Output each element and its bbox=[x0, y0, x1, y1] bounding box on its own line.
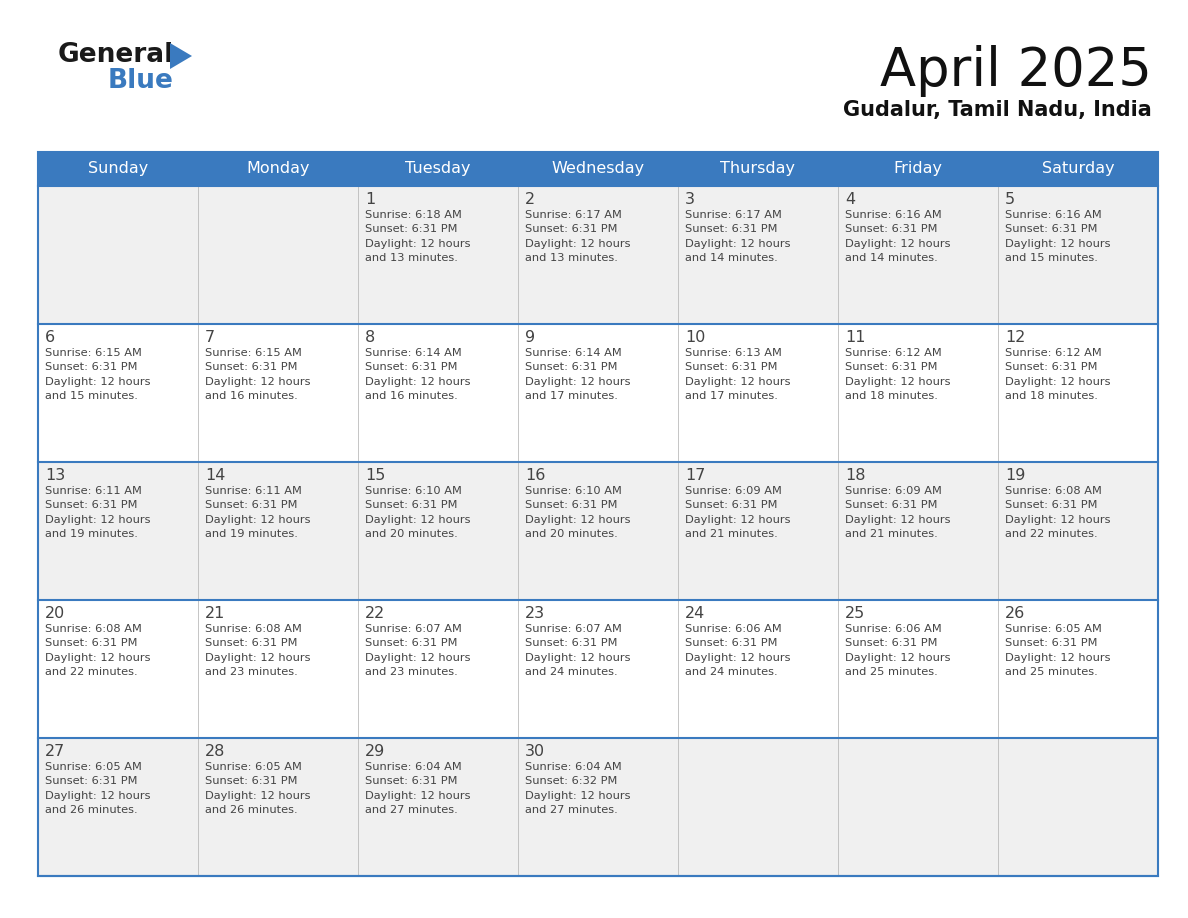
Text: 24: 24 bbox=[685, 606, 706, 621]
Bar bbox=[38, 324, 1158, 462]
Text: General: General bbox=[58, 42, 175, 68]
Text: 27: 27 bbox=[45, 744, 65, 759]
Text: 2: 2 bbox=[525, 192, 535, 207]
Text: April 2025: April 2025 bbox=[880, 45, 1152, 97]
Text: Sunrise: 6:15 AM
Sunset: 6:31 PM
Daylight: 12 hours
and 15 minutes.: Sunrise: 6:15 AM Sunset: 6:31 PM Dayligh… bbox=[45, 348, 151, 401]
Text: 23: 23 bbox=[525, 606, 545, 621]
Text: 7: 7 bbox=[206, 330, 215, 345]
Text: Sunrise: 6:04 AM
Sunset: 6:32 PM
Daylight: 12 hours
and 27 minutes.: Sunrise: 6:04 AM Sunset: 6:32 PM Dayligh… bbox=[525, 762, 631, 815]
Text: Sunrise: 6:09 AM
Sunset: 6:31 PM
Daylight: 12 hours
and 21 minutes.: Sunrise: 6:09 AM Sunset: 6:31 PM Dayligh… bbox=[845, 486, 950, 539]
Text: Thursday: Thursday bbox=[720, 162, 796, 176]
Text: 29: 29 bbox=[365, 744, 385, 759]
Text: 14: 14 bbox=[206, 468, 226, 483]
Text: Monday: Monday bbox=[246, 162, 310, 176]
Text: 30: 30 bbox=[525, 744, 545, 759]
Bar bbox=[38, 600, 1158, 738]
Text: Sunrise: 6:04 AM
Sunset: 6:31 PM
Daylight: 12 hours
and 27 minutes.: Sunrise: 6:04 AM Sunset: 6:31 PM Dayligh… bbox=[365, 762, 470, 815]
Text: 10: 10 bbox=[685, 330, 706, 345]
Text: 4: 4 bbox=[845, 192, 855, 207]
Text: Sunrise: 6:12 AM
Sunset: 6:31 PM
Daylight: 12 hours
and 18 minutes.: Sunrise: 6:12 AM Sunset: 6:31 PM Dayligh… bbox=[845, 348, 950, 401]
Text: Sunrise: 6:08 AM
Sunset: 6:31 PM
Daylight: 12 hours
and 22 minutes.: Sunrise: 6:08 AM Sunset: 6:31 PM Dayligh… bbox=[45, 624, 151, 677]
Text: Sunrise: 6:15 AM
Sunset: 6:31 PM
Daylight: 12 hours
and 16 minutes.: Sunrise: 6:15 AM Sunset: 6:31 PM Dayligh… bbox=[206, 348, 310, 401]
Text: Sunrise: 6:16 AM
Sunset: 6:31 PM
Daylight: 12 hours
and 15 minutes.: Sunrise: 6:16 AM Sunset: 6:31 PM Dayligh… bbox=[1005, 210, 1111, 263]
Text: Sunrise: 6:08 AM
Sunset: 6:31 PM
Daylight: 12 hours
and 22 minutes.: Sunrise: 6:08 AM Sunset: 6:31 PM Dayligh… bbox=[1005, 486, 1111, 539]
Text: Sunrise: 6:07 AM
Sunset: 6:31 PM
Daylight: 12 hours
and 24 minutes.: Sunrise: 6:07 AM Sunset: 6:31 PM Dayligh… bbox=[525, 624, 631, 677]
Text: Saturday: Saturday bbox=[1042, 162, 1114, 176]
Text: Blue: Blue bbox=[108, 68, 173, 94]
Text: 8: 8 bbox=[365, 330, 375, 345]
Text: 21: 21 bbox=[206, 606, 226, 621]
Text: 12: 12 bbox=[1005, 330, 1025, 345]
Text: Sunrise: 6:11 AM
Sunset: 6:31 PM
Daylight: 12 hours
and 19 minutes.: Sunrise: 6:11 AM Sunset: 6:31 PM Dayligh… bbox=[45, 486, 151, 539]
Text: 26: 26 bbox=[1005, 606, 1025, 621]
Text: Sunday: Sunday bbox=[88, 162, 148, 176]
Bar bbox=[38, 152, 1158, 876]
Text: Sunrise: 6:12 AM
Sunset: 6:31 PM
Daylight: 12 hours
and 18 minutes.: Sunrise: 6:12 AM Sunset: 6:31 PM Dayligh… bbox=[1005, 348, 1111, 401]
Text: Sunrise: 6:16 AM
Sunset: 6:31 PM
Daylight: 12 hours
and 14 minutes.: Sunrise: 6:16 AM Sunset: 6:31 PM Dayligh… bbox=[845, 210, 950, 263]
Bar bbox=[38, 738, 1158, 876]
Text: 1: 1 bbox=[365, 192, 375, 207]
Text: Sunrise: 6:10 AM
Sunset: 6:31 PM
Daylight: 12 hours
and 20 minutes.: Sunrise: 6:10 AM Sunset: 6:31 PM Dayligh… bbox=[365, 486, 470, 539]
Text: Sunrise: 6:10 AM
Sunset: 6:31 PM
Daylight: 12 hours
and 20 minutes.: Sunrise: 6:10 AM Sunset: 6:31 PM Dayligh… bbox=[525, 486, 631, 539]
Text: Sunrise: 6:08 AM
Sunset: 6:31 PM
Daylight: 12 hours
and 23 minutes.: Sunrise: 6:08 AM Sunset: 6:31 PM Dayligh… bbox=[206, 624, 310, 677]
Text: Wednesday: Wednesday bbox=[551, 162, 645, 176]
Text: 3: 3 bbox=[685, 192, 695, 207]
Text: Sunrise: 6:17 AM
Sunset: 6:31 PM
Daylight: 12 hours
and 13 minutes.: Sunrise: 6:17 AM Sunset: 6:31 PM Dayligh… bbox=[525, 210, 631, 263]
Text: Sunrise: 6:14 AM
Sunset: 6:31 PM
Daylight: 12 hours
and 16 minutes.: Sunrise: 6:14 AM Sunset: 6:31 PM Dayligh… bbox=[365, 348, 470, 401]
Text: Tuesday: Tuesday bbox=[405, 162, 470, 176]
Text: Sunrise: 6:07 AM
Sunset: 6:31 PM
Daylight: 12 hours
and 23 minutes.: Sunrise: 6:07 AM Sunset: 6:31 PM Dayligh… bbox=[365, 624, 470, 677]
Text: Sunrise: 6:05 AM
Sunset: 6:31 PM
Daylight: 12 hours
and 26 minutes.: Sunrise: 6:05 AM Sunset: 6:31 PM Dayligh… bbox=[206, 762, 310, 815]
Text: 15: 15 bbox=[365, 468, 385, 483]
Text: Sunrise: 6:09 AM
Sunset: 6:31 PM
Daylight: 12 hours
and 21 minutes.: Sunrise: 6:09 AM Sunset: 6:31 PM Dayligh… bbox=[685, 486, 790, 539]
Text: 5: 5 bbox=[1005, 192, 1015, 207]
Text: Sunrise: 6:13 AM
Sunset: 6:31 PM
Daylight: 12 hours
and 17 minutes.: Sunrise: 6:13 AM Sunset: 6:31 PM Dayligh… bbox=[685, 348, 790, 401]
Text: 25: 25 bbox=[845, 606, 865, 621]
Text: 11: 11 bbox=[845, 330, 866, 345]
Text: 18: 18 bbox=[845, 468, 866, 483]
Text: Sunrise: 6:11 AM
Sunset: 6:31 PM
Daylight: 12 hours
and 19 minutes.: Sunrise: 6:11 AM Sunset: 6:31 PM Dayligh… bbox=[206, 486, 310, 539]
Text: 17: 17 bbox=[685, 468, 706, 483]
Text: 28: 28 bbox=[206, 744, 226, 759]
Text: Sunrise: 6:17 AM
Sunset: 6:31 PM
Daylight: 12 hours
and 14 minutes.: Sunrise: 6:17 AM Sunset: 6:31 PM Dayligh… bbox=[685, 210, 790, 263]
Polygon shape bbox=[170, 43, 192, 69]
Text: Sunrise: 6:06 AM
Sunset: 6:31 PM
Daylight: 12 hours
and 25 minutes.: Sunrise: 6:06 AM Sunset: 6:31 PM Dayligh… bbox=[845, 624, 950, 677]
Text: 20: 20 bbox=[45, 606, 65, 621]
Text: Sunrise: 6:18 AM
Sunset: 6:31 PM
Daylight: 12 hours
and 13 minutes.: Sunrise: 6:18 AM Sunset: 6:31 PM Dayligh… bbox=[365, 210, 470, 263]
Text: 22: 22 bbox=[365, 606, 385, 621]
Text: 13: 13 bbox=[45, 468, 65, 483]
Bar bbox=[38, 152, 1158, 186]
Text: Gudalur, Tamil Nadu, India: Gudalur, Tamil Nadu, India bbox=[843, 100, 1152, 120]
Bar bbox=[38, 186, 1158, 324]
Text: 9: 9 bbox=[525, 330, 535, 345]
Text: Friday: Friday bbox=[893, 162, 942, 176]
Text: 6: 6 bbox=[45, 330, 55, 345]
Text: 19: 19 bbox=[1005, 468, 1025, 483]
Bar bbox=[38, 462, 1158, 600]
Text: Sunrise: 6:05 AM
Sunset: 6:31 PM
Daylight: 12 hours
and 26 minutes.: Sunrise: 6:05 AM Sunset: 6:31 PM Dayligh… bbox=[45, 762, 151, 815]
Text: 16: 16 bbox=[525, 468, 545, 483]
Text: Sunrise: 6:05 AM
Sunset: 6:31 PM
Daylight: 12 hours
and 25 minutes.: Sunrise: 6:05 AM Sunset: 6:31 PM Dayligh… bbox=[1005, 624, 1111, 677]
Text: Sunrise: 6:14 AM
Sunset: 6:31 PM
Daylight: 12 hours
and 17 minutes.: Sunrise: 6:14 AM Sunset: 6:31 PM Dayligh… bbox=[525, 348, 631, 401]
Text: Sunrise: 6:06 AM
Sunset: 6:31 PM
Daylight: 12 hours
and 24 minutes.: Sunrise: 6:06 AM Sunset: 6:31 PM Dayligh… bbox=[685, 624, 790, 677]
Bar bbox=[38, 152, 1158, 876]
